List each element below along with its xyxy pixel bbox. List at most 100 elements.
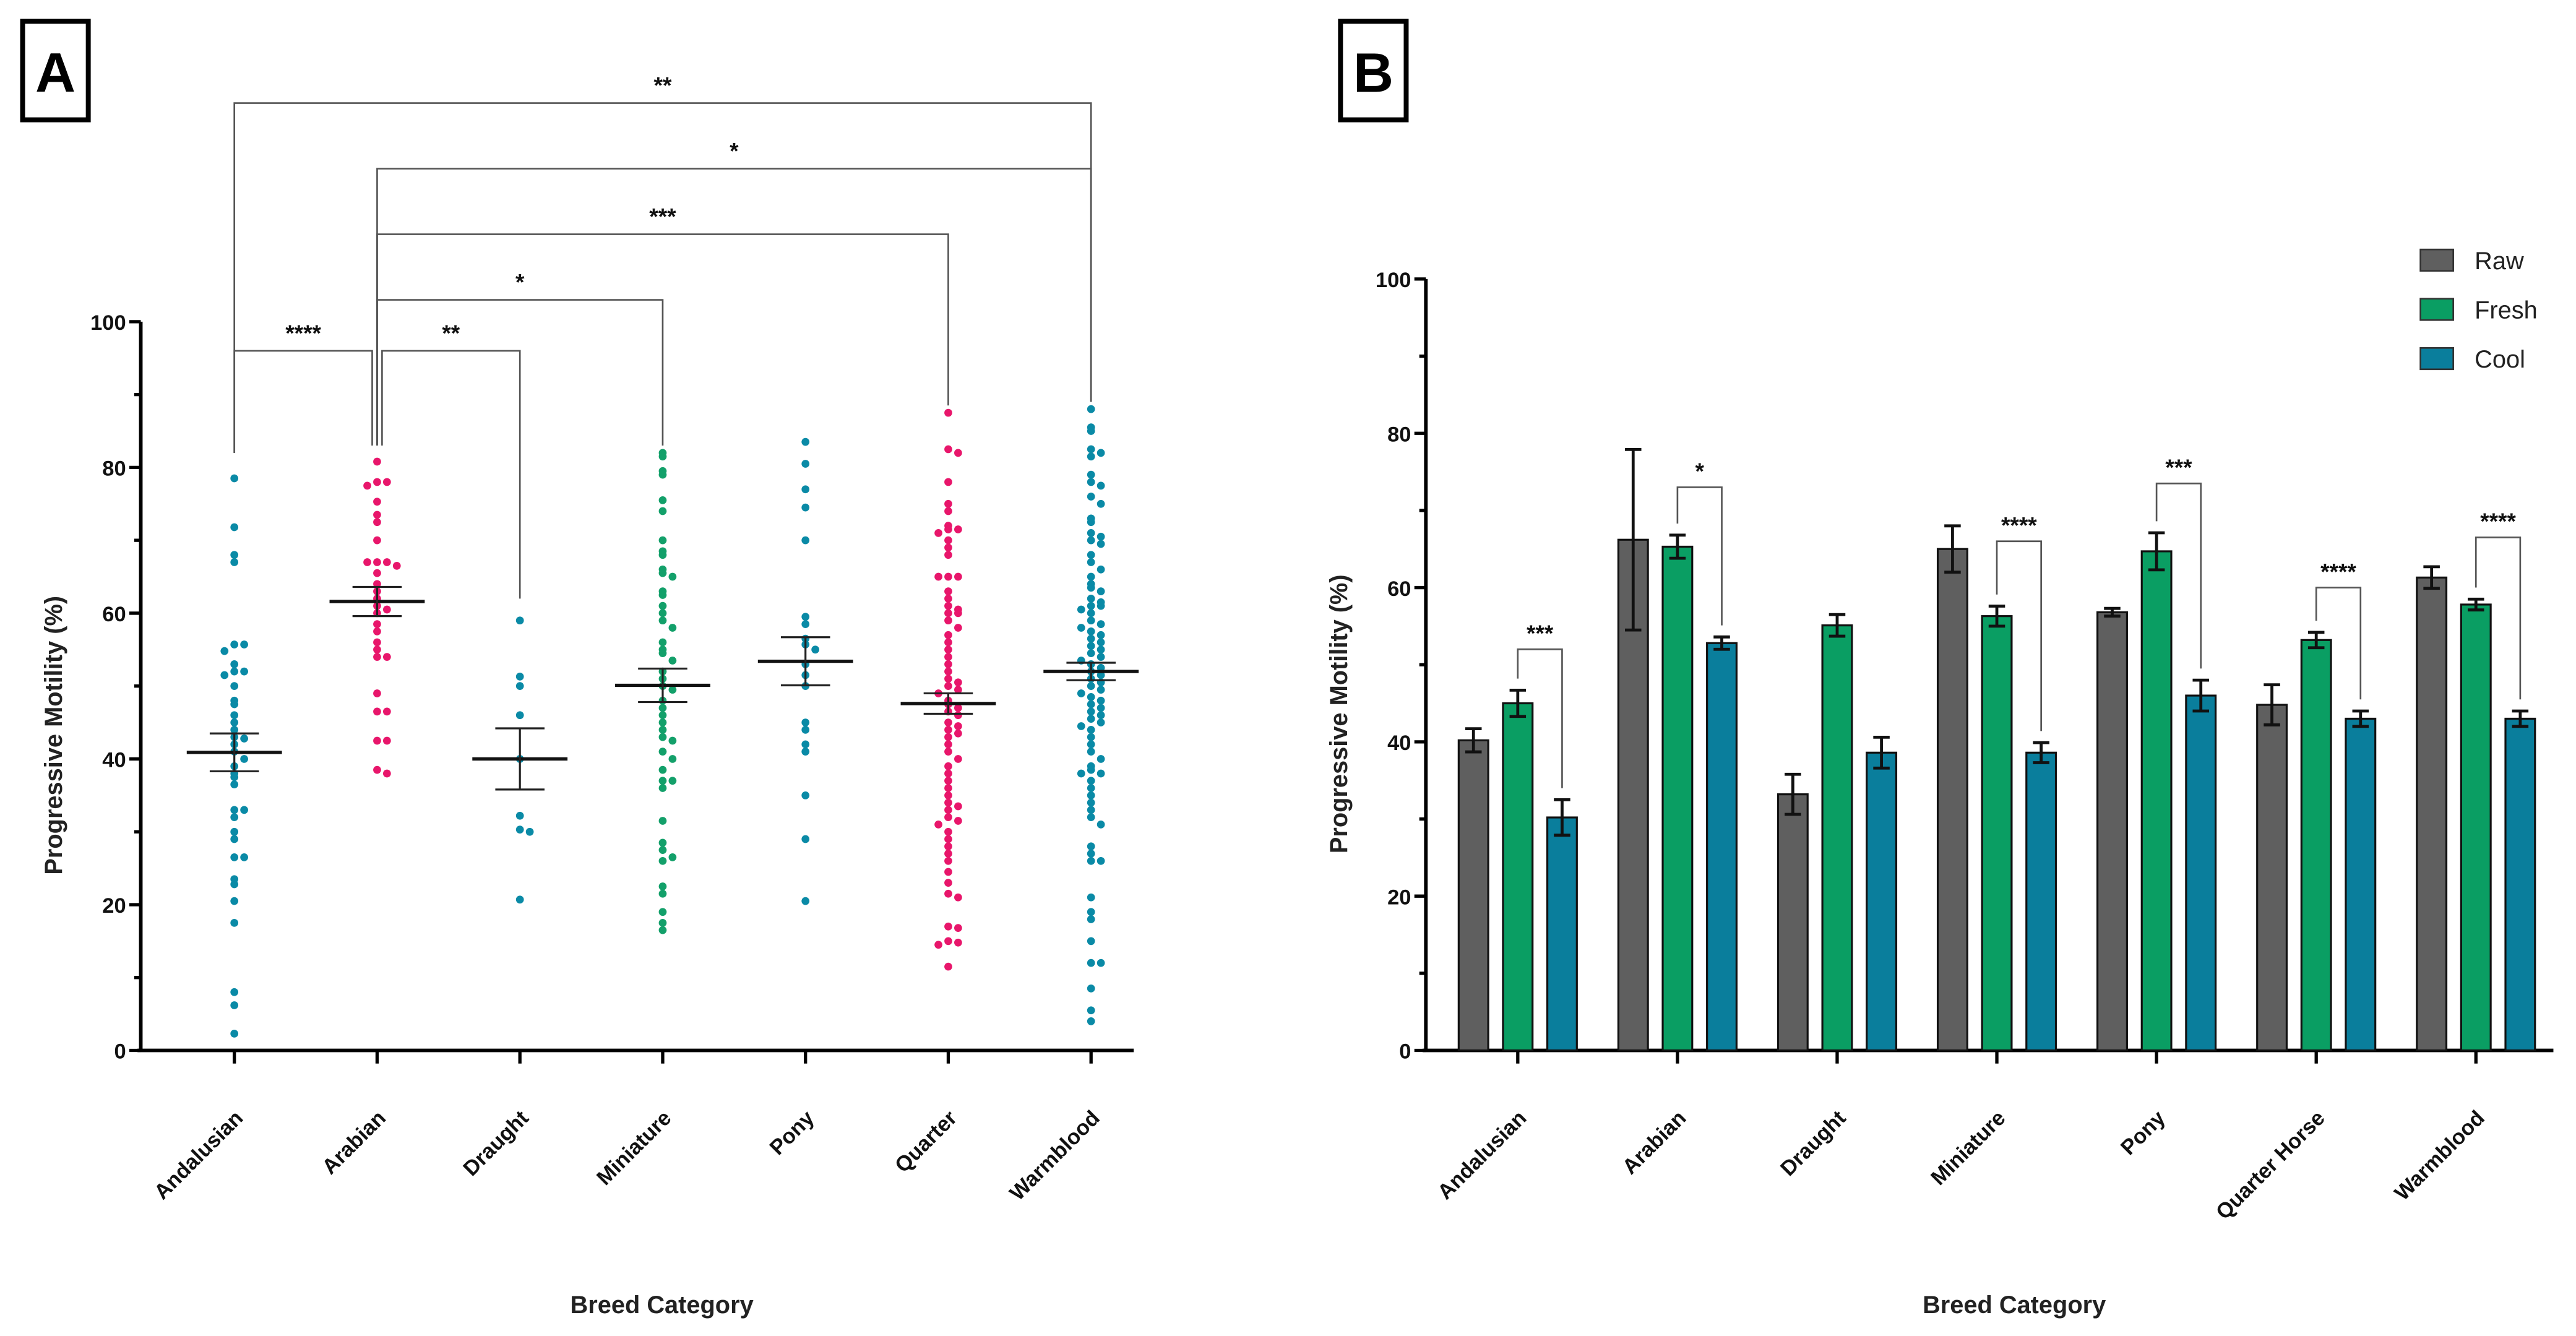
data-point [1087,777,1095,785]
data-point [230,700,239,709]
data-point [801,460,810,468]
data-point [1087,616,1095,625]
significance-label: * [515,269,525,295]
data-point [658,748,667,756]
legend-label-cool: Cool [2475,346,2525,373]
data-point [373,498,381,506]
data-point [954,609,962,618]
data-point [658,846,667,855]
data-point [934,529,942,537]
bar-cool [1706,642,1738,1052]
data-point [954,704,962,712]
data-point [1096,959,1105,967]
data-point [944,850,952,858]
significance-bracket [233,102,1092,453]
data-point [383,478,391,486]
data-point [658,649,667,658]
x-axis-title: Breed Category [1923,1291,2106,1319]
data-point [1087,798,1095,807]
data-point [944,674,952,683]
data-point [230,880,239,889]
data-point [944,856,952,865]
panel-b-label: B [1353,42,1394,105]
x-tick-label: Quarter [890,1106,962,1178]
data-point [801,620,810,628]
data-point [1087,634,1095,643]
data-point [1087,529,1095,537]
data-point [658,784,667,792]
data-point [383,736,391,745]
bar-fresh [1821,624,1853,1052]
x-tick-label: Arabian [1618,1106,1691,1179]
data-point [944,718,952,726]
significance-label: *** [2165,454,2192,480]
data-point [1087,405,1095,413]
data-point [944,784,952,792]
data-point [1096,704,1105,712]
data-point [944,587,952,595]
legend-swatch-cool [2419,347,2454,371]
data-point [1096,601,1105,610]
data-point [392,562,401,570]
x-tick-label: Miniature [1926,1106,2010,1190]
data-point [1087,908,1095,916]
x-tick-label: Andalusian [150,1106,248,1204]
data-point [1096,587,1105,595]
y-tick-label: 100 [90,311,126,335]
significance-bracket [2155,482,2202,669]
data-point [1087,748,1095,756]
bar-cool [2345,717,2377,1052]
legend-swatch-raw [2419,248,2454,272]
data-point [954,729,962,738]
data-point [373,518,381,527]
significance-label: *** [1527,620,1554,646]
data-point [1096,856,1105,865]
legend-label-raw: Raw [2475,248,2524,275]
data-point [944,631,952,639]
data-point [1087,784,1095,792]
data-point [658,591,667,599]
data-point [1096,653,1105,661]
significance-bracket [2315,587,2362,700]
data-point [944,499,952,508]
data-point [1087,692,1095,701]
data-point [658,601,667,610]
data-point [230,558,239,566]
data-point [1087,682,1095,691]
data-point [954,624,962,632]
y-tick-label: 40 [1387,731,1411,755]
x-tick-label: Arabian [317,1106,390,1179]
data-point [240,755,248,763]
significance-label: * [730,138,739,164]
bar-fresh [2460,603,2492,1052]
data-point [944,543,952,552]
data-point [230,1001,239,1009]
x-tick-label: Miniature [592,1106,676,1190]
data-point [944,551,952,559]
data-point [1077,605,1085,614]
data-point [1096,718,1105,726]
data-point [1087,937,1095,946]
bar-cool [2504,717,2536,1052]
data-point [944,594,952,603]
data-point [1087,700,1095,709]
data-point [1087,642,1095,650]
data-point [954,893,962,902]
data-point [944,762,952,770]
y-tick-label: 0 [114,1040,126,1064]
data-point [1087,707,1095,716]
data-point [944,601,952,610]
data-point [230,853,239,861]
data-point [801,725,810,734]
data-point [1087,536,1095,545]
data-point [954,755,962,763]
data-point [658,725,667,734]
data-point [240,853,248,861]
data-point [373,645,381,654]
legend-swatch-fresh [2419,298,2454,321]
data-point [944,813,952,822]
data-point [1087,791,1095,799]
data-point [1096,696,1105,705]
data-point [363,481,371,490]
data-point [944,660,952,668]
